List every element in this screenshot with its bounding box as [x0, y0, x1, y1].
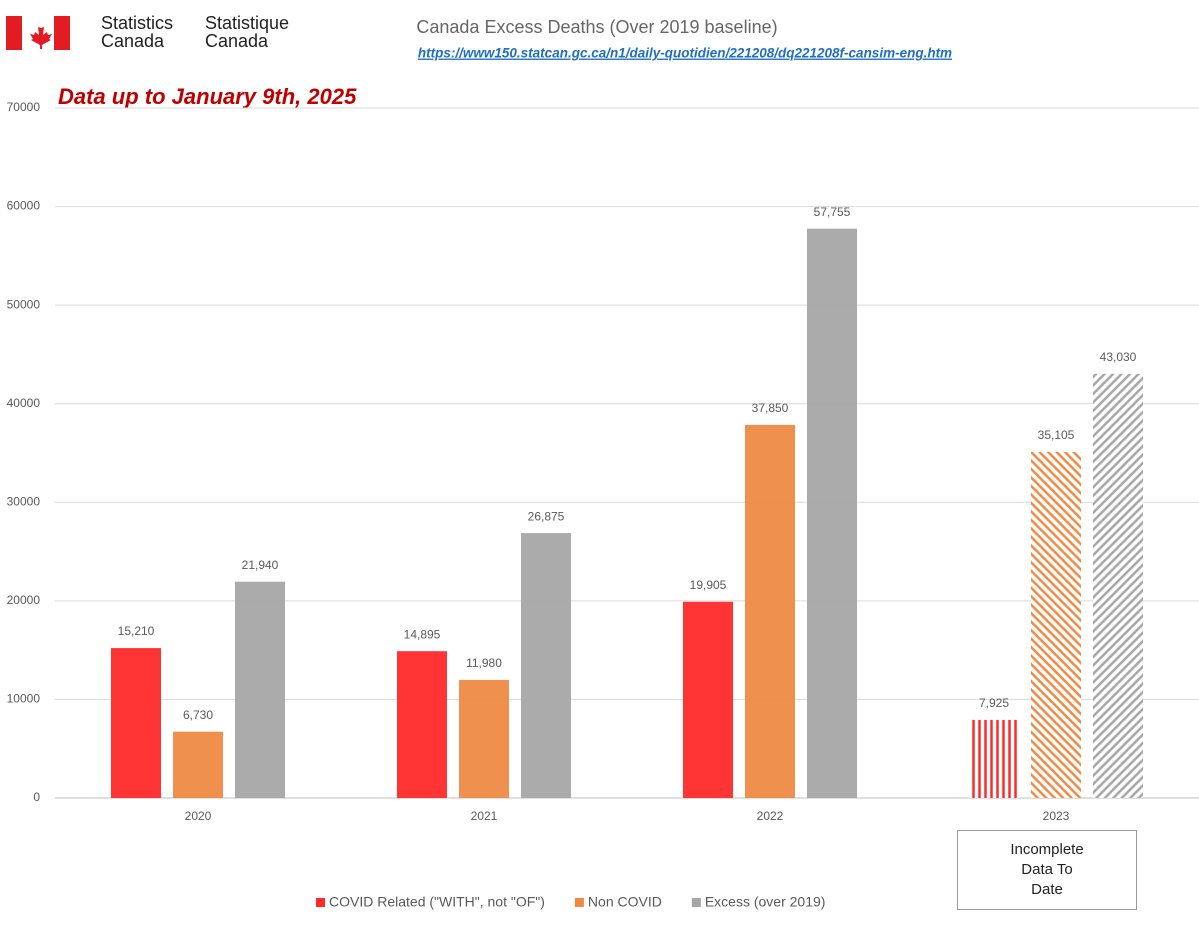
- y-tick-label: 50000: [7, 297, 41, 311]
- y-tick-label: 30000: [7, 494, 41, 508]
- x-tick-label: 2021: [471, 809, 498, 823]
- bar: [111, 648, 161, 798]
- agency-line: Canada: [205, 31, 269, 51]
- bar: [397, 651, 447, 798]
- data-label: 15,210: [118, 624, 155, 638]
- data-label: 11,980: [466, 656, 502, 670]
- chart-subtitle: Data up to January 9th, 2025: [58, 84, 357, 109]
- data-label: 26,875: [528, 509, 565, 523]
- legend-swatch: [574, 898, 584, 907]
- bar: [1093, 373, 1143, 798]
- bar: [235, 581, 285, 798]
- bar: [683, 601, 733, 798]
- legend-swatch: [316, 898, 325, 907]
- y-tick-label: 40000: [7, 396, 41, 410]
- bar: [459, 679, 509, 798]
- data-label: 14,895: [404, 627, 441, 641]
- y-tick-label: 10000: [7, 692, 41, 706]
- annotation: Incomplete Data To Date: [957, 830, 1137, 910]
- agency-en: Statistics Canada: [101, 14, 173, 50]
- bar: [969, 719, 1019, 798]
- agency-line: Statistics: [101, 13, 174, 33]
- annotation-line: Data To: [1021, 861, 1073, 878]
- annotation-line: Incomplete: [1010, 841, 1084, 858]
- source-link[interactable]: https://www150.statcan.gc.ca/n1/daily-qu…: [418, 46, 952, 61]
- flag: [6, 16, 70, 50]
- legend-swatch: [691, 898, 701, 907]
- agency-line: Statistique: [205, 13, 290, 33]
- data-label: 35,105: [1038, 428, 1075, 442]
- x-tick-label: 2020: [185, 809, 212, 823]
- y-tick-label: 0: [33, 790, 40, 804]
- bar: [521, 533, 571, 798]
- y-tick-label: 60000: [7, 199, 41, 213]
- x-tick-label: 2022: [757, 809, 784, 823]
- bar: [1031, 451, 1081, 798]
- legend-label: COVID Related ("WITH", not "OF"): [329, 894, 545, 910]
- legend-label: Non COVID: [588, 894, 662, 910]
- data-label: 57,755: [814, 205, 851, 219]
- bar: [173, 731, 223, 798]
- y-tick-label: 20000: [7, 593, 41, 607]
- agency-line: Canada: [101, 31, 165, 51]
- annotation-line: Date: [1031, 881, 1063, 898]
- data-label: 37,850: [752, 401, 789, 415]
- data-label: 21,940: [242, 558, 279, 572]
- agency-fr: Statistique Canada: [205, 14, 289, 50]
- chart-title: Canada Excess Deaths (Over 2019 baseline…: [416, 17, 777, 37]
- data-label: 6,730: [183, 708, 213, 722]
- data-label: 19,905: [690, 578, 727, 592]
- y-tick-label: 70000: [7, 100, 41, 114]
- bar: [807, 228, 857, 799]
- data-label: 43,030: [1100, 350, 1137, 364]
- bar: [745, 424, 795, 798]
- data-label: 7,925: [979, 696, 1009, 710]
- legend-label: Excess (over 2019): [705, 894, 826, 910]
- x-tick-label: 2023: [1043, 809, 1070, 823]
